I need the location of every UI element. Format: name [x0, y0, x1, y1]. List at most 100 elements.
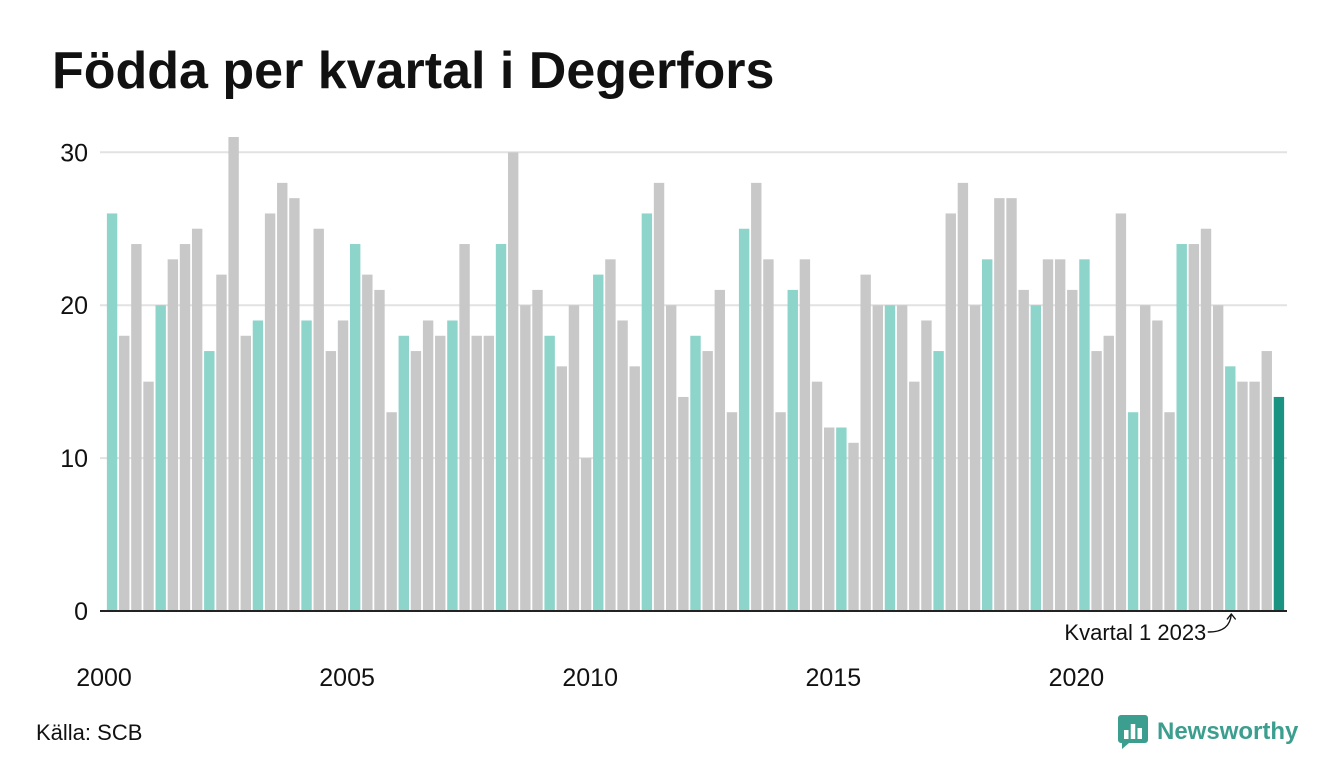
bar-2005-q1 — [349, 244, 361, 611]
bar-2016-q2 — [896, 305, 908, 611]
bar-2010-q3 — [617, 320, 628, 611]
bar-2012-q4 — [726, 412, 738, 611]
bar-2020-q3 — [1103, 335, 1114, 611]
bar-2015-q1 — [836, 427, 847, 611]
bar-2001-q3 — [179, 244, 191, 611]
bar-2006-q3 — [422, 320, 434, 611]
chart-title: Födda per kvartal i Degerfors — [52, 42, 775, 100]
bar-2021-q1 — [1127, 412, 1139, 611]
bar-2020-q2 — [1091, 351, 1102, 611]
bar-2005-q2 — [362, 274, 373, 611]
bar-2002-q1 — [204, 351, 215, 611]
bar-2003-q4 — [289, 198, 300, 611]
bar-2007-q3 — [471, 335, 482, 611]
bar-2011-q4 — [678, 396, 689, 611]
bar-2017-q1 — [933, 351, 944, 611]
bar-2019-q2 — [1042, 259, 1054, 611]
bar-2008-q3 — [520, 305, 531, 611]
bar-2002-q4 — [240, 335, 251, 611]
newsworthy-logo-icon — [1118, 715, 1148, 749]
bar-2019-q3 — [1054, 259, 1066, 611]
x-tick-label: 2000 — [76, 664, 132, 692]
source-note: Källa: SCB — [36, 720, 143, 745]
bar-2006-q2 — [410, 351, 422, 611]
y-tick-label: 20 — [60, 292, 88, 320]
bar-2012-q2 — [702, 351, 713, 611]
bar-2000-q4 — [143, 381, 154, 611]
y-tick-label: 10 — [60, 445, 88, 473]
bar-2023-q3 — [1249, 381, 1260, 611]
bar-2021-q2 — [1140, 305, 1151, 611]
bar-2004-q4 — [337, 320, 349, 611]
x-tick-label: 2015 — [805, 664, 861, 692]
bar-2005-q4 — [386, 412, 397, 611]
bar-2000-q3 — [131, 244, 142, 611]
bar-2020-q1 — [1079, 259, 1090, 611]
annotation-label: Kvartal 1 2023 — [1064, 620, 1206, 645]
bar-2009-q4 — [580, 458, 592, 611]
bar-2011-q2 — [653, 182, 665, 611]
bar-2007-q2 — [459, 244, 470, 611]
annotation: Kvartal 1 2023 — [1064, 613, 1236, 645]
bar-2009-q3 — [568, 305, 580, 611]
bar-2008-q1 — [495, 244, 507, 611]
annotation-arrow-icon — [1207, 613, 1236, 633]
bar-2001-q1 — [155, 305, 166, 611]
bar-2023-q1 — [1225, 366, 1236, 611]
bars — [106, 137, 1285, 612]
bar-2022-q1 — [1176, 244, 1187, 611]
bar-2011-q3 — [665, 305, 677, 611]
bar-2018-q1 — [982, 259, 993, 611]
bar-2018-q4 — [1018, 289, 1029, 611]
bar-2012-q1 — [690, 335, 701, 611]
bar-2022-q3 — [1200, 228, 1212, 612]
bar-2020-q4 — [1115, 213, 1127, 611]
bar-2013-q2 — [751, 182, 762, 611]
bar-2007-q4 — [483, 335, 495, 611]
bar-2001-q4 — [191, 228, 203, 612]
bar-2015-q4 — [872, 305, 884, 611]
bar-2008-q4 — [532, 289, 543, 611]
bar-2010-q1 — [593, 274, 604, 611]
bar-2007-q1 — [447, 320, 458, 611]
bar-2014-q1 — [787, 289, 798, 611]
bar-2012-q3 — [714, 289, 726, 611]
bar-2009-q2 — [556, 366, 567, 611]
bar-2017-q3 — [957, 182, 969, 611]
bar-2008-q2 — [507, 152, 519, 612]
bar-2013-q3 — [763, 259, 774, 611]
x-axis-labels: 2000 2005 2010 2015 2020 — [76, 664, 1104, 692]
x-tick-label: 2010 — [562, 664, 618, 692]
bar-2023-q4 — [1261, 351, 1272, 611]
bar-2010-q4 — [629, 366, 640, 611]
bar-2022-q2 — [1188, 244, 1200, 611]
bar-2006-q4 — [435, 335, 446, 611]
bar-2004-q3 — [325, 351, 337, 611]
bar-2016-q1 — [884, 305, 896, 611]
bar-2014-q2 — [799, 259, 811, 611]
bar-2019-q1 — [1030, 305, 1042, 611]
bar-2005-q3 — [374, 289, 385, 611]
bar-2003-q1 — [252, 320, 264, 611]
bar-2014-q4 — [824, 427, 835, 611]
bar-2019-q4 — [1067, 289, 1078, 611]
bar-2023-q2 — [1237, 381, 1248, 611]
brand-logo: Newsworthy — [1118, 714, 1298, 750]
bar-2021-q4 — [1164, 412, 1175, 611]
bar-2004-q2 — [313, 228, 324, 612]
x-tick-label: 2005 — [319, 664, 375, 692]
y-axis-labels: 0 10 20 30 — [60, 139, 88, 626]
bar-2017-q4 — [969, 305, 981, 611]
bar-2014-q3 — [811, 381, 823, 611]
bar-2017-q2 — [945, 213, 956, 611]
x-tick-label: 2020 — [1049, 664, 1105, 692]
bar-2016-q3 — [909, 381, 920, 611]
bar-2010-q2 — [605, 259, 616, 611]
bar-2004-q1 — [301, 320, 312, 611]
bar-2018-q2 — [994, 198, 1005, 611]
bar-2024-q1 — [1273, 396, 1285, 611]
bar-2013-q1 — [738, 228, 750, 612]
bar-2003-q3 — [277, 182, 288, 611]
bar-2022-q4 — [1212, 305, 1224, 611]
